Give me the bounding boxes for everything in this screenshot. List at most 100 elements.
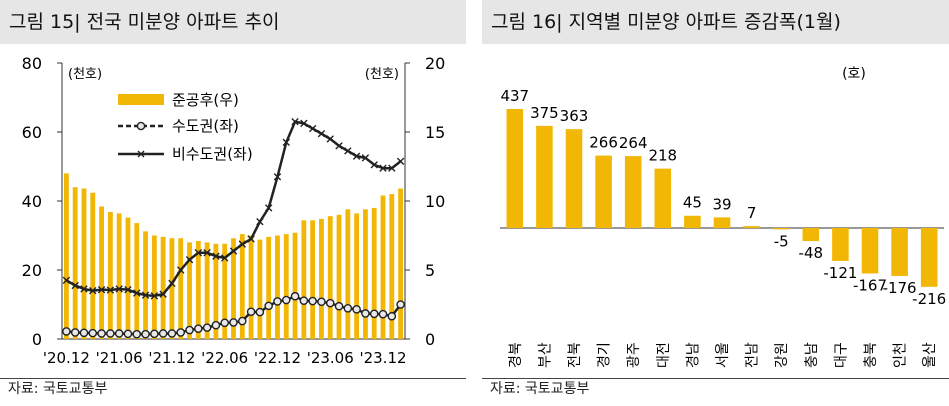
region-bar — [536, 125, 553, 228]
source-divider — [482, 378, 949, 379]
source-note: 자료: 국토교통부 — [490, 381, 590, 397]
completed-bar — [327, 216, 333, 339]
region-label: 울산 — [922, 342, 938, 368]
x-tick-label: '23.06 — [307, 349, 354, 367]
capital-area-point — [273, 297, 282, 306]
capital-area-point — [132, 329, 142, 339]
region-bar — [891, 228, 908, 276]
capital-area-point — [281, 295, 291, 305]
chart-panel-regional-change: 그림 16| 지역별 미분양 아파트 증감폭(1월) (호) 437 경북 375 부산… — [482, 0, 949, 406]
capital-area-point — [325, 298, 335, 308]
legend-label-completed: 준공후(우) — [172, 91, 239, 109]
completed-bar — [116, 213, 122, 339]
region-bar — [565, 129, 583, 228]
region-bar — [802, 228, 820, 242]
value-label: -167 — [853, 276, 887, 294]
left-y-tick-label: 60 — [22, 123, 42, 142]
non-capital-area-point — [352, 152, 361, 160]
capital-area-point — [237, 316, 247, 326]
region-bar — [654, 168, 672, 228]
completed-bar — [310, 220, 316, 339]
capital-area-point — [290, 291, 300, 301]
non-capital-area-point — [308, 124, 317, 133]
non-capital-area-point — [203, 249, 211, 257]
capital-area-point — [62, 327, 71, 336]
non-capital-area-point — [159, 290, 167, 298]
capital-area-point — [167, 329, 177, 338]
capital-area-point — [396, 300, 405, 309]
completed-bar — [125, 217, 131, 339]
completed-bar — [398, 188, 404, 339]
regional-bar-chart: (호) 437 경북 375 부산 363 전북 266 경기 264 광주 218 대전 45 경남 39 서… — [500, 66, 946, 368]
completed-bar — [231, 238, 236, 339]
capital-area-point — [387, 311, 397, 321]
completed-bar — [336, 214, 342, 339]
left-y-tick-label: 0 — [32, 330, 42, 349]
legend-marker-capital — [136, 121, 146, 131]
capital-area-point — [334, 301, 344, 311]
completed-bar — [160, 236, 166, 339]
region-label: 인천 — [893, 342, 909, 368]
region-bar — [772, 228, 790, 230]
value-label: -5 — [774, 232, 789, 250]
legend-swatch-completed — [118, 94, 164, 105]
right-y-tick-label: 20 — [425, 54, 445, 73]
value-label: 375 — [530, 104, 559, 122]
capital-area-point — [211, 320, 221, 330]
source-divider — [0, 378, 466, 379]
value-label: -121 — [823, 264, 857, 282]
value-label: -176 — [883, 279, 917, 297]
capital-area-point — [264, 301, 273, 311]
completed-bar — [134, 223, 140, 339]
non-capital-area-point — [194, 249, 203, 257]
capital-area-point — [106, 329, 115, 338]
completed-bar — [204, 242, 210, 339]
completed-bar — [187, 242, 192, 339]
region-bar — [595, 155, 612, 228]
left-axis-unit: (천호) — [68, 67, 102, 82]
region-label: 전남 — [745, 342, 761, 368]
region-bar — [506, 109, 524, 228]
region-bar — [713, 217, 731, 228]
x-tick-label: '22.06 — [201, 349, 248, 367]
non-capital-area-point — [141, 291, 150, 299]
region-label: 대전 — [656, 342, 672, 368]
non-capital-area-point — [238, 240, 246, 248]
non-capital-area-point — [80, 285, 88, 293]
legend-marker-non-capital — [137, 150, 145, 158]
non-capital-area-point — [300, 119, 308, 128]
non-capital-area-point — [89, 287, 97, 295]
completed-bar — [151, 235, 157, 339]
unit-label: (호) — [842, 66, 866, 82]
capital-area-point — [114, 329, 124, 338]
non-capital-area-point — [124, 285, 132, 294]
non-capital-area-point — [291, 117, 299, 126]
left-y-tick-label: 80 — [22, 54, 42, 73]
legend-label-non-capital: 비수도권(좌) — [172, 145, 253, 163]
completed-bar — [345, 209, 351, 339]
non-capital-area-point — [62, 276, 71, 285]
capital-area-point — [378, 309, 388, 319]
x-tick-label: '21.06 — [96, 349, 143, 367]
region-label: 전북 — [567, 342, 583, 368]
capital-area-point — [317, 297, 326, 307]
capital-area-point — [176, 328, 186, 337]
non-capital-area-point — [168, 279, 176, 288]
left-y-tick-label: 20 — [22, 261, 42, 280]
completed-bar — [213, 243, 219, 339]
completed-bar — [248, 235, 254, 339]
non-capital-area-point — [273, 173, 282, 181]
completed-bar — [178, 238, 184, 339]
completed-bar — [275, 235, 280, 339]
non-capital-area-point — [212, 252, 220, 260]
capital-area-point — [343, 303, 353, 313]
right-y-tick-label: 10 — [425, 192, 445, 211]
value-label: 363 — [560, 107, 589, 125]
x-tick-label: '20.12 — [43, 349, 90, 367]
completed-bar — [283, 234, 289, 339]
region-label: 충남 — [804, 342, 820, 368]
region-label: 부산 — [537, 342, 553, 368]
non-capital-area-point — [133, 289, 141, 297]
capital-area-point — [299, 296, 309, 306]
region-bar — [743, 226, 760, 228]
